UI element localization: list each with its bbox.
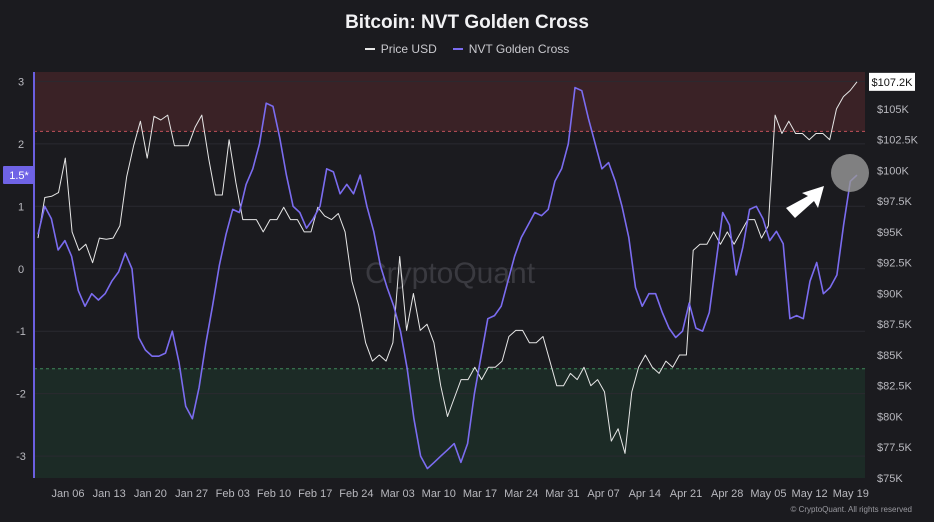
left-tick-label: 0 — [18, 264, 24, 276]
legend-swatch-price — [364, 48, 375, 50]
x-tick-label: Mar 17 — [463, 488, 497, 500]
right-tick-label: $82.5K — [877, 381, 913, 393]
x-tick-label: Feb 10 — [257, 488, 291, 500]
x-tick-label: Jan 20 — [134, 488, 167, 500]
left-tick-label: 1 — [18, 201, 24, 213]
chart-title: Bitcoin: NVT Golden Cross — [345, 12, 589, 33]
current-price-label: $107.2K — [872, 77, 914, 89]
x-tick-label: Mar 24 — [504, 488, 538, 500]
right-tick-label: $75K — [877, 473, 903, 485]
x-tick-label: Jan 06 — [51, 488, 84, 500]
x-tick-label: Feb 03 — [216, 488, 250, 500]
x-tick-label: May 05 — [750, 488, 786, 500]
pointer-arrow — [786, 186, 824, 218]
left-marker-box — [3, 166, 34, 185]
highlight-circle — [831, 154, 869, 192]
nvt-series-line — [37, 86, 858, 470]
price-series-line — [37, 81, 858, 454]
x-tick-label: Feb 24 — [339, 488, 373, 500]
left-tick-label: -2 — [16, 389, 26, 401]
right-tick-label: $97.5K — [877, 196, 913, 208]
lower-band — [34, 368, 865, 478]
x-tick-label: Apr 14 — [629, 488, 661, 500]
x-tick-label: Apr 21 — [670, 488, 702, 500]
right-tick-label: $77.5K — [877, 442, 913, 454]
left-tick-label: -3 — [16, 451, 26, 463]
x-tick-label: May 19 — [833, 488, 869, 500]
x-tick-label: Jan 27 — [175, 488, 208, 500]
right-tick-label: $105K — [877, 104, 909, 116]
left-tick-label: 2 — [18, 139, 24, 151]
right-tick-label: $102.5K — [877, 135, 919, 147]
right-tick-label: $90K — [877, 288, 903, 300]
current-price-box — [869, 72, 915, 91]
x-tick-label: Mar 03 — [380, 488, 414, 500]
legend-item-price[interactable]: Price USD — [364, 42, 437, 56]
left-tick-label: -1 — [16, 326, 26, 338]
x-tick-label: Feb 17 — [298, 488, 332, 500]
left-tick-label: 3 — [18, 76, 24, 88]
legend: Price USD NVT Golden Cross — [0, 42, 934, 56]
x-tick-label: Mar 31 — [545, 488, 579, 500]
x-tick-label: Jan 13 — [93, 488, 126, 500]
copyright-text: © CryptoQuant. All rights reserved — [790, 505, 913, 514]
legend-label-price: Price USD — [380, 42, 437, 56]
legend-label-nvt: NVT Golden Cross — [468, 42, 570, 56]
right-tick-label: $85K — [877, 350, 903, 362]
x-tick-label: May 12 — [792, 488, 828, 500]
left-marker-label: 1.5* — [9, 170, 29, 182]
x-tick-label: Mar 10 — [422, 488, 456, 500]
right-tick-label: $95K — [877, 227, 903, 239]
x-tick-label: Apr 28 — [711, 488, 743, 500]
x-tick-label: Apr 07 — [587, 488, 619, 500]
upper-band — [34, 72, 865, 132]
right-tick-label: $100K — [877, 165, 909, 177]
right-tick-label: $80K — [877, 411, 903, 423]
legend-swatch-nvt — [452, 48, 463, 50]
right-tick-label: $92.5K — [877, 258, 913, 270]
legend-item-nvt[interactable]: NVT Golden Cross — [452, 42, 570, 56]
right-tick-label: $87.5K — [877, 319, 913, 331]
